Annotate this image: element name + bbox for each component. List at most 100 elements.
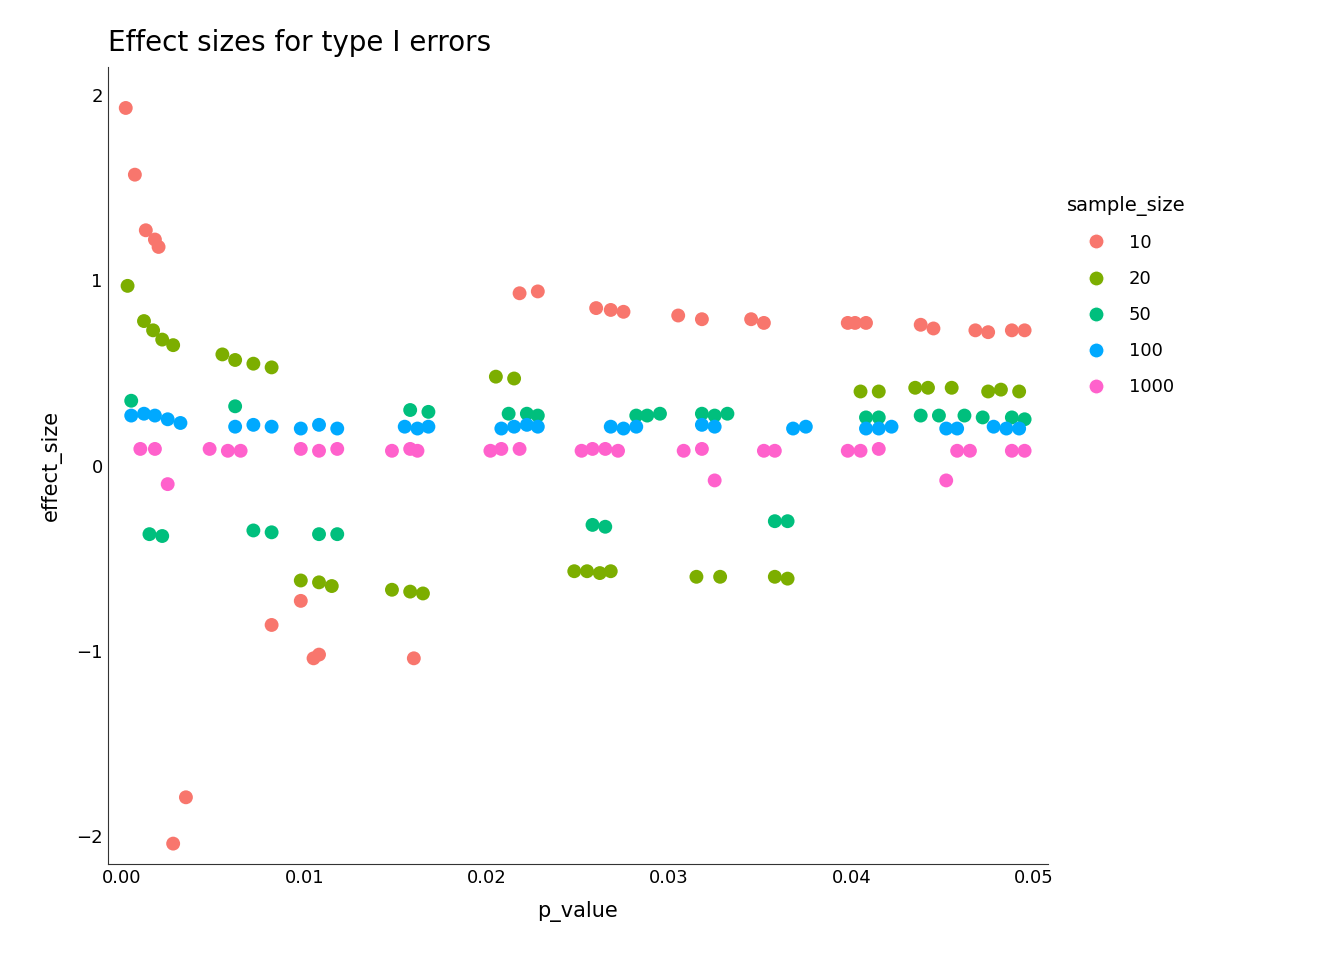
100 xyxy=(261,419,282,434)
1000 xyxy=(673,444,695,459)
100 xyxy=(491,420,512,436)
X-axis label: p_value: p_value xyxy=(538,900,618,922)
20 xyxy=(1008,384,1030,399)
20 xyxy=(777,571,798,587)
10 xyxy=(527,284,548,300)
50 xyxy=(594,519,616,535)
1000 xyxy=(509,442,531,457)
20 xyxy=(563,564,585,579)
20 xyxy=(243,356,265,372)
1000 xyxy=(571,444,593,459)
50 xyxy=(972,410,993,425)
100 xyxy=(290,420,312,436)
20 xyxy=(308,575,329,590)
20 xyxy=(765,569,786,585)
1000 xyxy=(960,444,981,459)
10 xyxy=(741,312,762,327)
100 xyxy=(1008,420,1030,436)
20 xyxy=(991,382,1012,397)
20 xyxy=(224,352,246,368)
10 xyxy=(290,593,312,609)
50 xyxy=(649,406,671,421)
10 xyxy=(175,790,196,805)
100 xyxy=(982,419,1004,434)
1000 xyxy=(144,442,165,457)
1000 xyxy=(407,444,429,459)
20 xyxy=(977,384,999,399)
1000 xyxy=(868,442,890,457)
100 xyxy=(243,418,265,433)
100 xyxy=(625,419,646,434)
10 xyxy=(977,324,999,340)
50 xyxy=(516,406,538,421)
10 xyxy=(148,239,169,254)
50 xyxy=(152,528,173,543)
10 xyxy=(509,285,531,300)
1000 xyxy=(946,444,968,459)
20 xyxy=(917,380,938,396)
1000 xyxy=(582,442,603,457)
100 xyxy=(782,420,804,436)
10 xyxy=(855,315,876,330)
100 xyxy=(504,419,526,434)
50 xyxy=(527,408,548,423)
50 xyxy=(138,526,160,541)
50 xyxy=(868,410,890,425)
20 xyxy=(504,371,526,386)
1000 xyxy=(594,442,616,457)
20 xyxy=(399,584,421,599)
50 xyxy=(327,526,348,541)
Legend: 10, 20, 50, 100, 1000: 10, 20, 50, 100, 1000 xyxy=(1067,196,1185,396)
50 xyxy=(261,524,282,540)
20 xyxy=(290,573,312,588)
50 xyxy=(582,517,603,533)
50 xyxy=(418,404,439,420)
100 xyxy=(935,420,957,436)
20 xyxy=(413,586,434,601)
100 xyxy=(946,420,968,436)
50 xyxy=(704,408,726,423)
100 xyxy=(868,420,890,436)
20 xyxy=(905,380,926,396)
1000 xyxy=(399,442,421,457)
100 xyxy=(144,408,165,423)
1000 xyxy=(935,472,957,488)
20 xyxy=(382,582,403,597)
10 xyxy=(613,304,634,320)
1000 xyxy=(382,444,403,459)
50 xyxy=(399,402,421,418)
Text: Effect sizes for type I errors: Effect sizes for type I errors xyxy=(108,29,491,57)
10 xyxy=(910,317,931,332)
1000 xyxy=(1001,444,1023,459)
10 xyxy=(261,617,282,633)
100 xyxy=(880,419,902,434)
10 xyxy=(403,651,425,666)
10 xyxy=(163,836,184,852)
10 xyxy=(753,315,774,330)
50 xyxy=(777,514,798,529)
1000 xyxy=(218,444,239,459)
100 xyxy=(224,419,246,434)
Y-axis label: effect_size: effect_size xyxy=(42,410,62,521)
1000 xyxy=(491,442,512,457)
50 xyxy=(243,523,265,539)
10 xyxy=(1001,323,1023,338)
1000 xyxy=(753,444,774,459)
10 xyxy=(965,323,986,338)
10 xyxy=(116,100,137,115)
10 xyxy=(1013,323,1035,338)
20 xyxy=(163,338,184,353)
50 xyxy=(691,406,712,421)
1000 xyxy=(849,444,871,459)
100 xyxy=(691,418,712,433)
50 xyxy=(954,408,976,423)
1000 xyxy=(765,444,786,459)
100 xyxy=(169,416,191,431)
100 xyxy=(527,419,548,434)
10 xyxy=(308,647,329,662)
10 xyxy=(691,312,712,327)
20 xyxy=(941,380,962,396)
50 xyxy=(637,408,659,423)
20 xyxy=(485,369,507,384)
20 xyxy=(142,323,164,338)
